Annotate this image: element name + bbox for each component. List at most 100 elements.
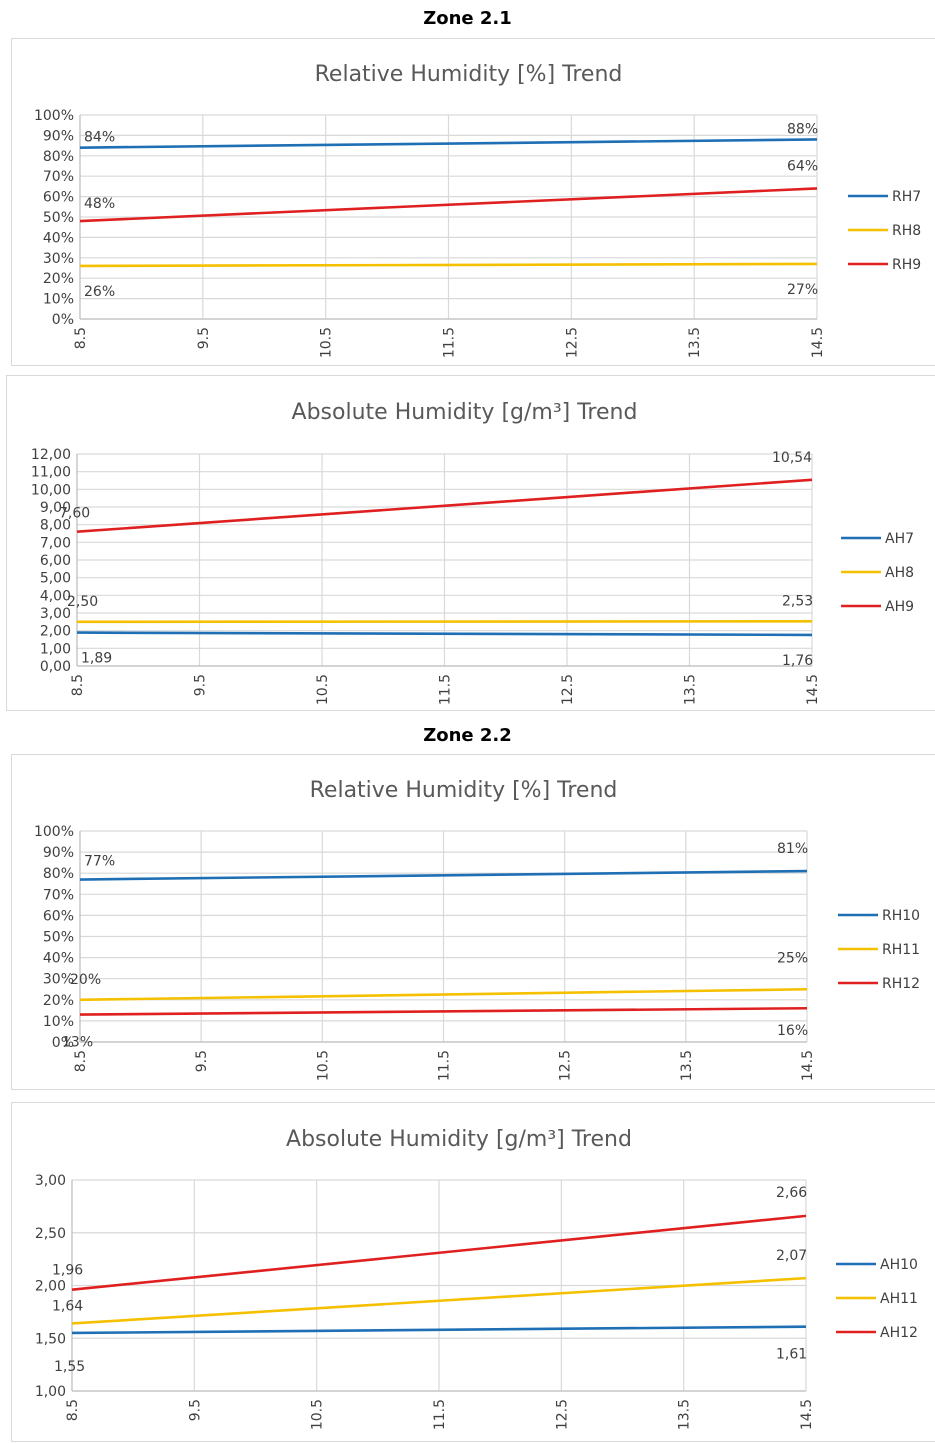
y-tick-label: 1,50 bbox=[35, 1331, 66, 1347]
chart-panel-ah-zone-2-1: Absolute Humidity [g/m³] Trend 0,00 1,00 2,… bbox=[6, 375, 935, 711]
data-label-start: 84% bbox=[84, 130, 115, 146]
x-tick-label: 11.5 bbox=[437, 1050, 453, 1081]
legend-label: AH8 bbox=[885, 565, 914, 581]
legend-label: RH10 bbox=[882, 908, 920, 924]
y-tick-label: 20% bbox=[43, 271, 74, 287]
x-tick-label: 14.5 bbox=[810, 327, 826, 358]
series-line-ah8 bbox=[76, 620, 813, 624]
y-tick-label: 50% bbox=[43, 930, 74, 946]
series-line-ah11 bbox=[71, 1276, 807, 1325]
y-tick-label: 80% bbox=[43, 149, 74, 165]
legend-label: AH10 bbox=[880, 1257, 918, 1273]
x-tick-label: 9.5 bbox=[193, 674, 209, 696]
x-tick-label: 9.5 bbox=[187, 1399, 203, 1421]
y-tick-label: 10% bbox=[43, 292, 74, 308]
legend-label: AH7 bbox=[885, 531, 914, 547]
y-tick-label: 1,00 bbox=[35, 1384, 66, 1400]
chart-ah-zone-2-1: Absolute Humidity [g/m³] Trend0,001,002,… bbox=[31, 400, 914, 705]
x-tick-label: 8.5 bbox=[73, 1050, 89, 1072]
y-tick-label: 0,00 bbox=[40, 659, 71, 675]
x-tick-label: 14.5 bbox=[805, 674, 821, 705]
x-tick-label: 8.5 bbox=[70, 674, 86, 696]
data-label-start: 13% bbox=[62, 1035, 93, 1051]
legend-label: RH7 bbox=[892, 189, 921, 205]
y-tick-label: 100% bbox=[34, 108, 74, 124]
chart-panel-rh-zone-2-1: Relative Humidity [%] Trend 0% 10% 20% 30% 40… bbox=[11, 38, 935, 366]
legend-label: RH11 bbox=[882, 942, 920, 958]
legend-label: RH12 bbox=[882, 976, 920, 992]
y-tick-label: 12,00 bbox=[31, 447, 71, 463]
chart-rh-zone-2-2: Relative Humidity [%] Trend0%10%20%30%40… bbox=[34, 778, 920, 1081]
data-label-end: 2,07 bbox=[776, 1248, 807, 1264]
data-label-end: 2,66 bbox=[776, 1185, 807, 1201]
x-tick-label: 14.5 bbox=[800, 1050, 816, 1081]
data-label-start: 2,50 bbox=[67, 594, 98, 610]
y-tick-label: 20% bbox=[43, 993, 74, 1009]
y-tick-label: 0% bbox=[52, 312, 74, 328]
y-tick-label: 7,00 bbox=[40, 535, 71, 551]
x-tick-label: 10.5 bbox=[315, 674, 331, 705]
x-tick-label: 13.5 bbox=[683, 674, 699, 705]
y-tick-label: 10,00 bbox=[31, 482, 71, 498]
chart-title: Absolute Humidity [g/m³] Trend bbox=[286, 1127, 632, 1152]
x-tick-label: 9.5 bbox=[194, 1050, 210, 1072]
x-tick-label: 10.5 bbox=[315, 1050, 331, 1081]
zone-title-2-2: Zone 2.2 bbox=[423, 725, 512, 746]
legend-label: RH9 bbox=[892, 257, 921, 273]
x-tick-label: 12.5 bbox=[558, 1050, 574, 1081]
y-tick-label: 10% bbox=[43, 1014, 74, 1030]
legend-label: RH8 bbox=[892, 223, 921, 239]
data-label-end: 81% bbox=[777, 841, 808, 857]
y-tick-label: 40% bbox=[43, 230, 74, 246]
data-label-start: 20% bbox=[70, 972, 101, 988]
legend-label: AH12 bbox=[880, 1325, 918, 1341]
y-tick-label: 4,00 bbox=[40, 588, 71, 604]
data-label-start: 26% bbox=[84, 284, 115, 300]
y-tick-label: 50% bbox=[43, 210, 74, 226]
chart-panel-ah-zone-2-2: Absolute Humidity [g/m³] Trend 1,00 1,50 2,… bbox=[11, 1102, 935, 1442]
data-label-start: 1,64 bbox=[52, 1298, 83, 1314]
chart-ah-zone-2-2: Absolute Humidity [g/m³] Trend 1,00 1,50 2,… bbox=[35, 1127, 918, 1430]
x-tick-label: 12.5 bbox=[564, 327, 580, 358]
y-tick-label: 30% bbox=[43, 251, 74, 267]
y-tick-label: 2,00 bbox=[35, 1279, 66, 1295]
series-line-rh7 bbox=[79, 138, 818, 149]
data-label-end: 2,53 bbox=[782, 593, 813, 609]
x-tick-label: 10.5 bbox=[319, 327, 335, 358]
y-tick-label: 70% bbox=[43, 169, 74, 185]
data-label-start: 1,55 bbox=[54, 1359, 85, 1375]
legend-label: AH9 bbox=[885, 599, 914, 615]
y-tick-label: 2,50 bbox=[35, 1226, 66, 1242]
data-label-end: 64% bbox=[787, 158, 818, 174]
x-tick-label: 11.5 bbox=[432, 1399, 448, 1430]
x-tick-label: 14.5 bbox=[799, 1399, 815, 1430]
y-tick-label: 30% bbox=[43, 972, 74, 988]
data-label-start: 77% bbox=[84, 854, 115, 870]
data-label-end: 1,61 bbox=[776, 1347, 807, 1363]
y-tick-label: 6,00 bbox=[40, 553, 71, 569]
x-tick-label: 8.5 bbox=[65, 1399, 81, 1421]
y-tick-label: 3,00 bbox=[40, 606, 71, 622]
x-tick-label: 10.5 bbox=[310, 1399, 326, 1430]
y-tick-label: 70% bbox=[43, 887, 74, 903]
data-label-end: 27% bbox=[787, 282, 818, 298]
data-label-start: 48% bbox=[84, 196, 115, 212]
series-line-ah10 bbox=[71, 1325, 807, 1335]
y-tick-label: 80% bbox=[43, 866, 74, 882]
series-line-rh8 bbox=[79, 262, 818, 268]
series-line-ah9 bbox=[76, 478, 813, 534]
y-tick-label: 0% bbox=[52, 1035, 74, 1051]
y-tick-label: 90% bbox=[43, 845, 74, 861]
chart-rh-zone-2-1: Relative Humidity [%] Trend 0% 10% 20% 30% 40… bbox=[34, 62, 921, 358]
chart-title: Absolute Humidity [g/m³] Trend bbox=[292, 400, 638, 425]
series-line-ah7 bbox=[76, 631, 813, 637]
data-label-start: 1,96 bbox=[52, 1263, 83, 1279]
y-tick-label: 2,00 bbox=[40, 624, 71, 640]
x-tick-label: 12.5 bbox=[560, 674, 576, 705]
y-tick-label: 11,00 bbox=[31, 465, 71, 481]
y-tick-label: 100% bbox=[34, 824, 74, 840]
series-line-rh12 bbox=[79, 1006, 808, 1016]
y-tick-label: 40% bbox=[43, 951, 74, 967]
y-tick-label: 5,00 bbox=[40, 571, 71, 587]
chart-title: Relative Humidity [%] Trend bbox=[315, 62, 623, 87]
